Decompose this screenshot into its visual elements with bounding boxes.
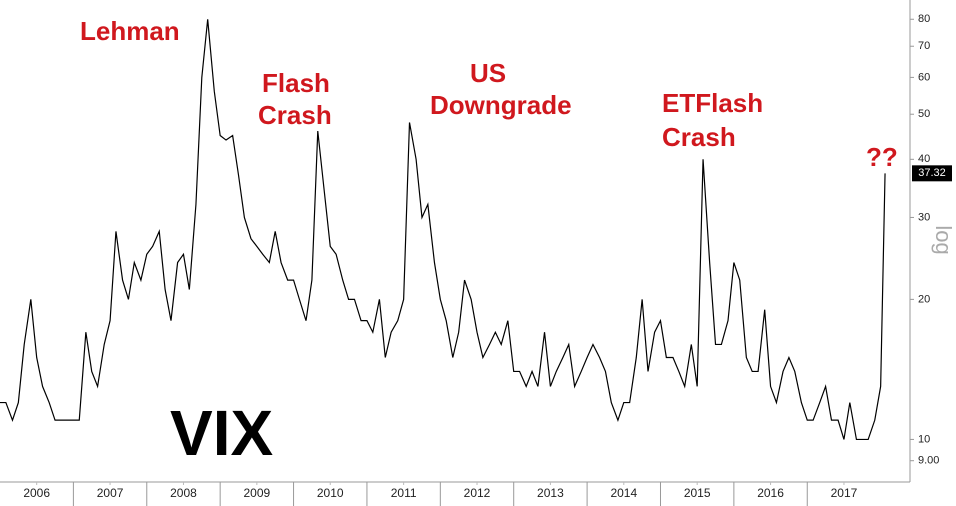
annotation: ?? xyxy=(866,142,898,172)
x-tick-label: 2011 xyxy=(391,486,417,500)
x-tick-label: 2008 xyxy=(170,486,197,500)
x-tick-label: 2017 xyxy=(831,486,858,500)
x-tick-label: 2006 xyxy=(23,486,50,500)
scale-note: log xyxy=(931,225,956,254)
y-tick-label: 40 xyxy=(918,153,930,165)
y-tick-label: 30 xyxy=(918,211,930,223)
y-tick-label: 60 xyxy=(918,71,930,83)
annotation: US Downgrade xyxy=(430,58,572,120)
annotation-line: Crash xyxy=(258,100,332,130)
last-value-label: 37.32 xyxy=(918,167,946,179)
x-tick-label: 2015 xyxy=(684,486,711,500)
series-line xyxy=(0,19,886,441)
x-tick-label: 2013 xyxy=(537,486,564,500)
annotation-line: ETFlash xyxy=(662,88,763,118)
y-tick-label: 10 xyxy=(918,433,930,445)
y-tick-label: 9.00 xyxy=(918,455,939,467)
series-title: VIX xyxy=(170,397,273,469)
annotation-line: Crash xyxy=(662,122,736,152)
y-tick-label: 20 xyxy=(918,293,930,305)
annotation: Flash Crash xyxy=(258,68,332,130)
annotation-line: Downgrade xyxy=(430,90,572,120)
x-tick-label: 2007 xyxy=(97,486,124,500)
annotation: ETFlash Crash xyxy=(662,88,763,152)
x-tick-label: 2014 xyxy=(610,486,637,500)
x-tick-label: 2010 xyxy=(317,486,344,500)
last-value-box xyxy=(912,165,952,182)
last-value: 37.32 xyxy=(912,165,952,182)
y-tick-label: 50 xyxy=(918,108,930,120)
x-tick-label: 2012 xyxy=(464,486,491,500)
annotation: Lehman xyxy=(80,16,180,46)
x-tick-label: 2009 xyxy=(244,486,271,500)
x-tick-label: 2016 xyxy=(757,486,784,500)
y-tick-label: 70 xyxy=(918,40,930,52)
annotation-line: US xyxy=(470,58,506,88)
y-tick-label: 80 xyxy=(918,13,930,25)
annotation-line: Flash xyxy=(262,68,330,98)
